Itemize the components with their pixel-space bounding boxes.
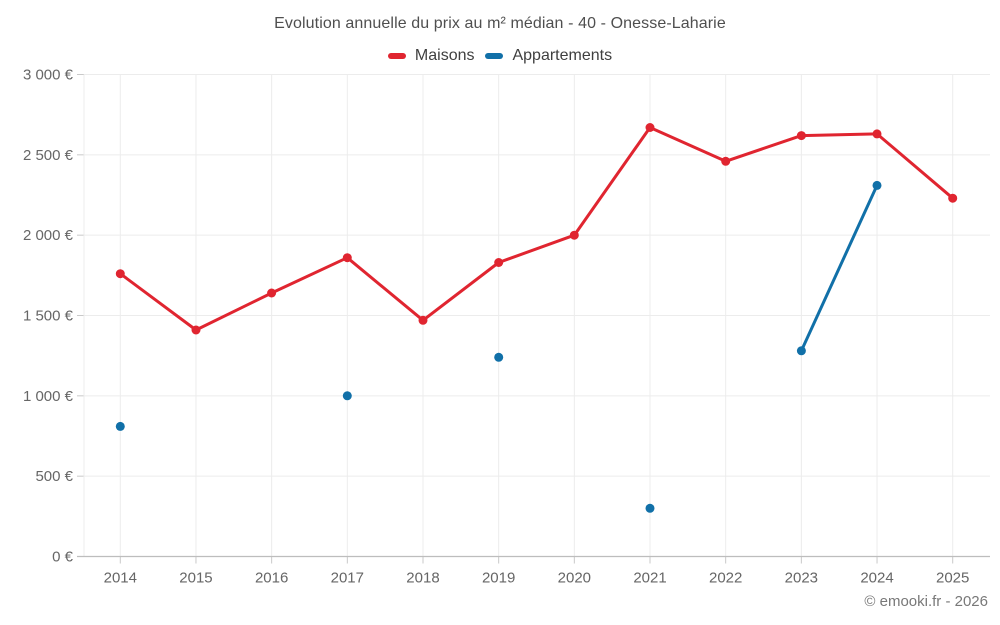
svg-text:2020: 2020 xyxy=(558,570,591,587)
chart-legend: Maisons Appartements xyxy=(0,45,1000,67)
svg-text:3 000 €: 3 000 € xyxy=(23,67,74,84)
svg-text:2016: 2016 xyxy=(255,570,288,587)
svg-text:2015: 2015 xyxy=(179,570,212,587)
svg-text:2014: 2014 xyxy=(104,570,137,587)
svg-text:2025: 2025 xyxy=(936,570,969,587)
copyright-note: © emooki.fr - 2026 xyxy=(864,593,988,610)
appartements-series-swatch-icon xyxy=(485,53,504,59)
legend-label-appartements: Appartements xyxy=(512,47,613,64)
svg-text:2017: 2017 xyxy=(331,570,364,587)
svg-text:2024: 2024 xyxy=(860,570,893,587)
legend-item-appartements[interactable]: Appartements xyxy=(485,47,612,65)
svg-text:1 000 €: 1 000 € xyxy=(23,388,74,405)
svg-text:2018: 2018 xyxy=(406,570,439,587)
svg-text:2019: 2019 xyxy=(482,570,515,587)
svg-text:500 €: 500 € xyxy=(35,468,73,485)
svg-text:1 500 €: 1 500 € xyxy=(23,308,74,325)
svg-text:2 500 €: 2 500 € xyxy=(23,147,74,164)
svg-text:2 000 €: 2 000 € xyxy=(23,227,74,244)
legend-item-maisons[interactable]: Maisons xyxy=(387,47,475,65)
svg-text:2022: 2022 xyxy=(709,570,742,587)
legend-label-maisons: Maisons xyxy=(414,47,475,64)
svg-text:2021: 2021 xyxy=(633,570,666,587)
svg-text:2023: 2023 xyxy=(785,570,818,587)
svg-text:0 €: 0 € xyxy=(52,549,74,566)
chart-title: Evolution annuelle du prix au m² médian … xyxy=(274,15,726,32)
maisons-series-swatch-icon xyxy=(387,53,406,59)
